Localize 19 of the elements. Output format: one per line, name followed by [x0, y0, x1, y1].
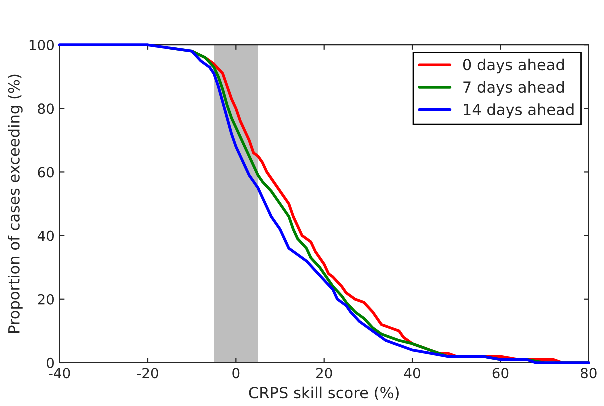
y-tick-label: 0 [47, 358, 54, 368]
y-tick-label: 40 [38, 230, 54, 242]
legend-label: 7 days ahead [464, 81, 564, 96]
y-tick-label: 80 [38, 104, 54, 114]
y-axis-title: Proportion of cases exceeding (%) [8, 74, 23, 333]
x-tick-label: -20 [137, 368, 158, 379]
x-tick-label: 40 [404, 368, 420, 379]
x-tick-label: 60 [492, 368, 509, 379]
y-tick-label: 60 [38, 167, 54, 178]
x-tick-label: -40 [49, 368, 70, 379]
y-tick-label: 20 [38, 294, 54, 305]
legend-label: 0 days ahead [463, 58, 564, 74]
legend-label: 14 days ahead [464, 104, 574, 118]
line-series [58, 44, 590, 364]
x-axis-title: CRPS skill score (%) [249, 386, 399, 400]
y-tick-label: 100 [30, 40, 54, 51]
x-tick-label: 80 [581, 368, 597, 379]
x-tick-label: 0 [232, 368, 240, 379]
x-tick-label: 20 [316, 368, 332, 379]
